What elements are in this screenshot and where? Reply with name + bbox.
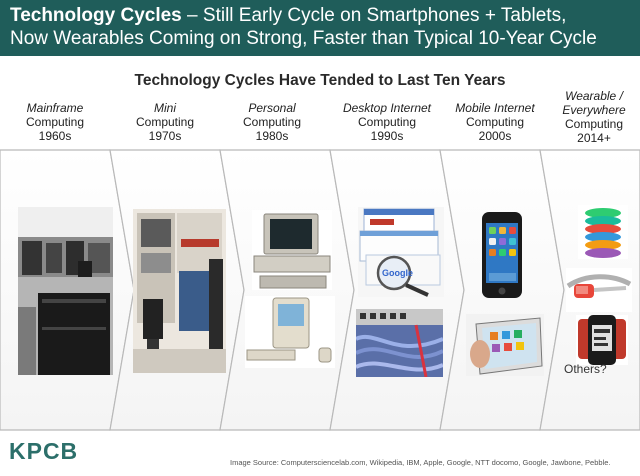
- macintosh-image: [245, 296, 335, 368]
- pebble-watch-image: [576, 315, 628, 365]
- svg-text:Google: Google: [382, 268, 413, 278]
- era-label-mainframe: Mainframe Computing 1960s: [25, 101, 85, 143]
- header-title-line-1: Technology Cycles – Still Early Cycle on…: [10, 5, 567, 26]
- ibm-pc-image: [252, 210, 332, 290]
- era-label-mini: Mini Computing 1970s: [135, 101, 195, 143]
- mini-computer-image: [133, 209, 226, 373]
- mainframe-computer-image: [18, 207, 113, 375]
- ipad-image: [466, 314, 544, 376]
- era-label-wearable: Wearable / Everywhere Computing 2014+: [562, 89, 626, 145]
- google-glass-image: [566, 268, 632, 312]
- image-source-credit: Image Source: Computersciencelab.com, Wi…: [230, 458, 611, 467]
- iphone-image: [482, 212, 522, 298]
- era-label-desktop-internet: Desktop Internet Computing 1990s: [342, 101, 432, 143]
- web-browser-google-image: Google: [358, 207, 444, 297]
- slide-subtitle: Technology Cycles Have Tended to Last Te…: [134, 72, 506, 89]
- jawbone-bands-image: [578, 205, 628, 259]
- others-label: Others?: [564, 362, 607, 376]
- era-label-personal: Personal Computing 1980s: [242, 101, 302, 143]
- kpcb-logo: KPCB: [9, 438, 79, 464]
- header-banner: Technology Cycles – Still Early Cycle on…: [0, 0, 640, 56]
- network-cables-image: [356, 309, 443, 377]
- era-label-mobile-internet: Mobile Internet Computing 2000s: [455, 101, 535, 143]
- header-title-line-2: Now Wearables Coming on Strong, Faster t…: [10, 28, 597, 49]
